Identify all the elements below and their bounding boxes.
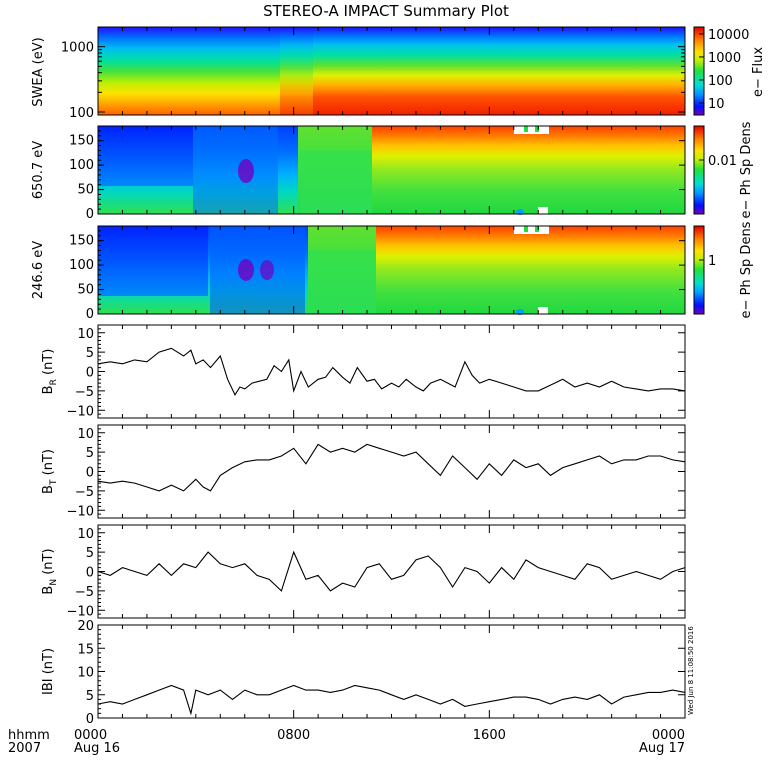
- swea-spectrogram-right: [313, 27, 685, 115]
- pad246-y-axis: 150 100 50 0: [69, 225, 686, 322]
- pad650-y-axis: 150 100 50 0: [69, 125, 686, 222]
- date-label-end: Aug 17: [639, 741, 685, 756]
- colorbar-tick-label: 1: [708, 254, 716, 269]
- bmag-panel: 20 15 10 5 0 IBI (nT): [41, 619, 686, 727]
- ytick-label: 100: [69, 106, 94, 121]
- bmag-frame: [97, 624, 686, 719]
- pad650-region-right: [372, 126, 685, 214]
- pad246-panel: 150 100 50 0 246.6 eV 1 e− Ph Sp Dens: [31, 221, 754, 322]
- swea-spectrogram-left: [98, 27, 313, 115]
- ytick-label: 10: [77, 666, 94, 681]
- xtick-label: 0000: [652, 728, 685, 743]
- xtick-label: 0000: [74, 728, 107, 743]
- bmag-ylabel: IBI (nT): [41, 648, 56, 695]
- magnetic-field-panels: 10 5 0 −5 −10 BR (nT) 10 5 0 −5 −10 BT (nT) 10 5 0 −5 −1…: [41, 324, 686, 727]
- time-axis: 0000 0800 1600 0000: [74, 728, 685, 743]
- year-label: 2007: [8, 741, 41, 756]
- ytick-label: 15: [77, 642, 94, 657]
- swea-y-axis: 1000 100: [61, 26, 686, 121]
- ytick-label: 5: [86, 689, 94, 704]
- ytick-label: 50: [77, 183, 94, 198]
- hhmm-label: hhmm: [8, 728, 50, 743]
- pad650-panel: 150 100 50 0 650.7 eV 0.01 e− Ph Sp Dens: [31, 121, 754, 222]
- ytick-label: 10: [77, 527, 94, 542]
- pad246-colorbar-label: e− Ph Sp Dens: [739, 221, 754, 318]
- colorbar-tick-label: 1000: [708, 51, 741, 66]
- colorbar-tick-label: 10: [708, 97, 725, 112]
- pad246-colorbar: [693, 225, 705, 315]
- xtick-label: 1600: [473, 728, 506, 743]
- ytick-label: −5: [75, 385, 94, 400]
- ytick-label: 50: [77, 283, 94, 298]
- date-label-start: Aug 16: [74, 741, 120, 756]
- colorbar-tick-label: 100: [708, 74, 733, 89]
- ytick-label: 10: [77, 327, 94, 342]
- pad246-region-right: [376, 226, 685, 314]
- ytick-label: 5: [86, 346, 94, 361]
- colorbar-tick-label: 0.01: [708, 154, 737, 169]
- pad246-ylabel: 246.6 eV: [31, 241, 46, 299]
- swea-panel: 1000 100 SWEA (eV) 10000 1000 100 10 e− Flux: [31, 26, 766, 121]
- ytick-label: 20: [77, 619, 94, 634]
- ytick-label: 0: [86, 207, 94, 222]
- bn-frame: [97, 524, 686, 619]
- swea-colorbar: [693, 26, 705, 116]
- bt-panel: 10 5 0 −5 −10 BT (nT): [41, 424, 686, 519]
- bt-ylabel: BT (nT): [41, 449, 59, 494]
- bn-panel: 10 5 0 −5 −10 BN (nT): [41, 524, 686, 619]
- plot-title: STEREO-A IMPACT Summary Plot: [263, 2, 509, 20]
- br-frame: [97, 324, 686, 419]
- ytick-label: 100: [69, 158, 94, 173]
- br-trace: [97, 347, 686, 396]
- pad650-ylabel: 650.7 eV: [31, 141, 46, 199]
- xtick-label: 0800: [277, 728, 310, 743]
- ytick-label: 10: [77, 427, 94, 442]
- ytick-label: −10: [67, 404, 94, 419]
- ytick-label: 0: [86, 307, 94, 322]
- ytick-label: 1000: [61, 41, 94, 56]
- ytick-label: −10: [67, 604, 94, 619]
- swea-ylabel: SWEA (eV): [31, 37, 46, 106]
- timestamp-stamp: Wed Jun 8 11:08:50 2016: [687, 626, 695, 715]
- swea-colorbar-ticks: 10000 1000 100 10: [699, 28, 749, 112]
- ytick-label: 0: [86, 466, 94, 481]
- ytick-label: 150: [69, 234, 94, 249]
- ytick-label: −5: [75, 485, 94, 500]
- ytick-label: 0: [86, 366, 94, 381]
- bn-trace: [97, 550, 686, 592]
- ytick-label: 150: [69, 134, 94, 149]
- swea-spectrogram-transition: [280, 27, 340, 115]
- bn-ylabel: BN (nT): [41, 548, 59, 594]
- ytick-label: 5: [86, 446, 94, 461]
- ytick-label: 0: [86, 566, 94, 581]
- swea-colorbar-label: e− Flux: [751, 47, 766, 97]
- pad650-colorbar: [693, 125, 705, 215]
- ytick-label: −5: [75, 585, 94, 600]
- ytick-label: 100: [69, 258, 94, 273]
- pad246-colorbar-ticks: 1: [699, 254, 716, 269]
- colorbar-tick-label: 10000: [708, 28, 749, 43]
- ytick-label: 0: [86, 712, 94, 727]
- ytick-label: 5: [86, 546, 94, 561]
- br-panel: 10 5 0 −5 −10 BR (nT): [41, 324, 686, 419]
- br-ylabel: BR (nT): [41, 349, 59, 395]
- pad650-colorbar-ticks: 0.01: [699, 154, 737, 169]
- bt-trace: [97, 443, 686, 492]
- ytick-label: −10: [67, 504, 94, 519]
- bmag-trace: [97, 684, 686, 716]
- bt-frame: [97, 424, 686, 519]
- pad650-colorbar-label: e− Ph Sp Dens: [739, 121, 754, 218]
